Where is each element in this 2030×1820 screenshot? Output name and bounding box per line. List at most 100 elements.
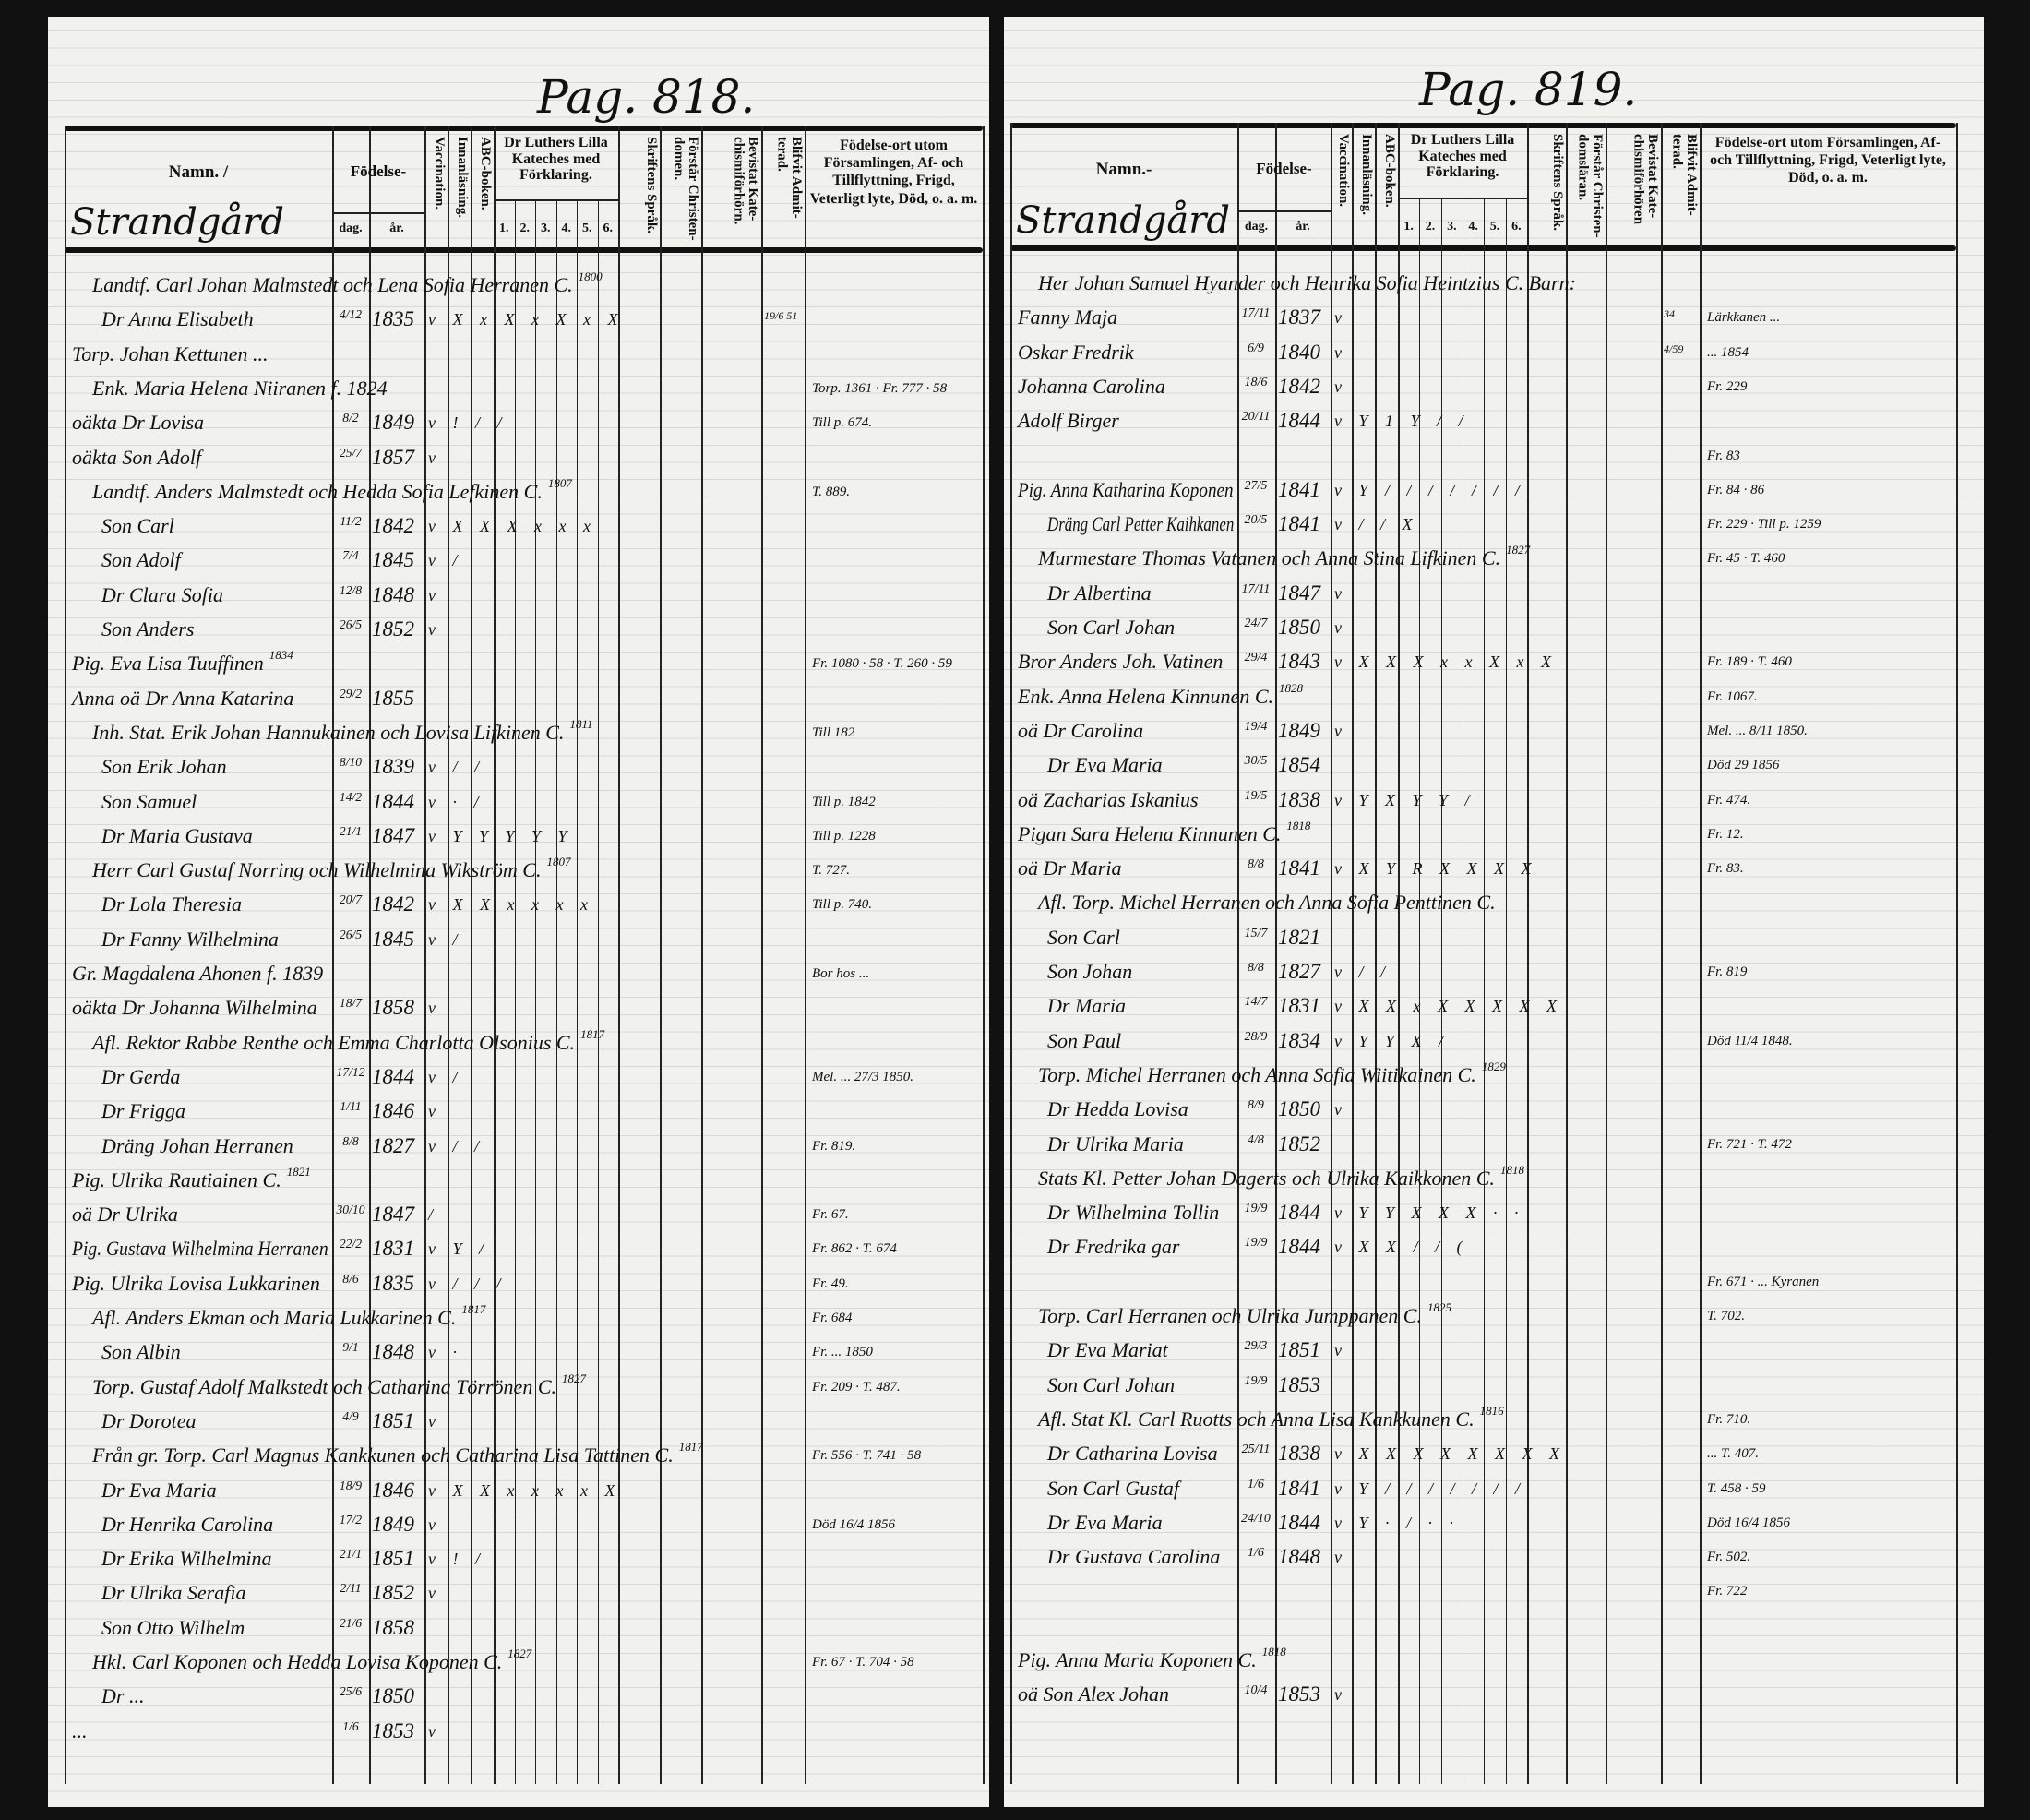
header-admitted: Blifvit Admit-terad.: [774, 137, 803, 219]
birth-year: 1841: [1278, 477, 1320, 501]
header-birth: Födelse-: [1256, 160, 1312, 177]
catechism-marks: v: [428, 1411, 442, 1431]
person-name: Dr Albertina: [1047, 581, 1152, 605]
birth-year: 1852: [1278, 1132, 1320, 1155]
remark: Fr. 819.: [812, 1138, 856, 1154]
household-year: 1817: [461, 1302, 486, 1316]
birth-day: 22/2: [339, 1238, 363, 1252]
birth-day: 7/4: [342, 549, 359, 564]
household-heading: Landtf. Anders Malmstedt och Hedda Sofia…: [92, 476, 572, 504]
header-remarks: Födelse-ort utom Församlingen, Af- och T…: [809, 138, 978, 207]
person-name: Dr Anna Elisabeth: [102, 307, 254, 331]
remark: Till p. 1842: [812, 794, 876, 809]
catechism-column-rule: [1440, 198, 1442, 1784]
catechism-column-rule: [577, 199, 578, 1784]
birth-year: 1844: [372, 789, 414, 813]
register-row: Dr Eva Maria 30/5 1854 Död 29 1856: [1004, 749, 1984, 784]
catechism-marks: v: [1334, 1548, 1348, 1567]
person-name: Dr Fredrika gar: [1047, 1235, 1180, 1259]
person-name: Dr Ulrika Serafia: [102, 1581, 246, 1605]
birth-day: 20/11: [1241, 410, 1271, 425]
header-admitted: Blifvit Admit-terad.: [1669, 134, 1698, 216]
header-catechism: Dr Luthers Lilla Kateches med Förklaring…: [504, 135, 608, 184]
birth-day: 8/8: [342, 1134, 359, 1149]
birth-day: 26/5: [339, 928, 363, 942]
household-year: 1817: [678, 1440, 703, 1455]
register-row: Dr Clara Sofia 12/8 1848 v: [48, 580, 989, 614]
household-heading: Landtf. Carl Johan Malmstedt och Lena So…: [92, 269, 603, 297]
register-row: oäkta Dr Lovisa 8/2 1849 v ! / / Till p. 674…: [48, 407, 989, 441]
person-name: Dr Ulrika Maria: [1047, 1132, 1184, 1155]
birth-day: 15/7: [1244, 926, 1268, 940]
birth-day: 14/2: [339, 790, 363, 805]
catechism-marks: v · /: [428, 792, 485, 811]
birth-year: 1827: [372, 1133, 414, 1157]
birth-year: 1853: [372, 1718, 414, 1742]
birth-subheader-rule: [332, 212, 424, 214]
register-row: Dr Eva Maria 24/10 1844 v Y · / · · Död 16/4…: [1004, 1507, 1984, 1541]
person-name: Afl. Torp. Michel Herranen och Anna Sofi…: [1038, 891, 1496, 915]
header-catechism-part: 4.: [1468, 220, 1478, 233]
household-heading: Stats Kl. Petter Johan Dagerts och Ulrik…: [1038, 1163, 1524, 1191]
household-heading: Her Johan Samuel Hyander och Henrika Sof…: [1038, 271, 1576, 295]
register-row: Dräng Johan Herranen 8/8 1827 v / / Fr. 819.: [48, 1131, 989, 1165]
person-name: Son Johan: [1047, 960, 1133, 983]
ledger-page-818: Pag. 818. Namn. / Födelse-dag. år. Vaccinati…: [48, 17, 989, 1807]
register-row: Dräng Carl Petter Kaihkanen 20/5 1841 v / /…: [1004, 509, 1984, 543]
person-name: Bror Anders Joh. Vatinen: [1018, 650, 1224, 674]
column-rule: [805, 126, 806, 1784]
column-rule: [369, 126, 371, 1784]
register-row: Her Johan Samuel Hyander och Henrika Sof…: [1004, 268, 1984, 302]
birth-day: 14/7: [1244, 995, 1268, 1010]
person-name: Johanna Carolina: [1018, 374, 1165, 398]
column-rule: [332, 126, 334, 1784]
register-row: Murmestare Thomas Vatanen och Anna Stina…: [1004, 543, 1984, 577]
remark: Fr. 189 · T. 460: [1707, 654, 1792, 670]
catechism-marks: v X X x X X X X X: [1334, 997, 1563, 1016]
household-year: 1827: [562, 1371, 586, 1385]
birth-year: 1844: [1278, 1235, 1320, 1259]
header-bottom-rule: [1010, 245, 1956, 251]
remark: Fr. 209 · T. 487.: [812, 1379, 901, 1395]
catechism-marks: v ! / /: [428, 413, 508, 433]
register-row: oä Dr Carolina 19/4 1849 v Mel. ... 8/11 185…: [1004, 715, 1984, 749]
admitted-date: 34: [1664, 307, 1675, 321]
header-scripture: Skriftens Språk.: [1550, 134, 1564, 232]
birth-year: 1843: [1278, 650, 1320, 674]
register-row: Enk. Maria Helena Niiranen f. 1824 Torp. …: [48, 373, 989, 407]
household-year: 1818: [1261, 1645, 1286, 1658]
register-row: Fr. 671 · ... Kyranen: [1004, 1266, 1984, 1300]
register-row: Dr Frigga 1/11 1846 v: [48, 1096, 989, 1130]
remark: Fr. 721 · T. 472: [1707, 1136, 1792, 1152]
birth-day: 19/9: [1244, 1236, 1268, 1251]
person-name: Torp. Gustaf Adolf Malkstedt och Cathari…: [92, 1374, 556, 1398]
birth-year: 1827: [1278, 960, 1320, 983]
person-name: Dr Clara Sofia: [102, 582, 224, 606]
person-name: Dr Hedda Lovisa: [1047, 1097, 1188, 1121]
person-name: Son Carl: [1047, 925, 1120, 949]
birth-year: 1847: [372, 823, 414, 847]
birth-year: 1858: [372, 996, 414, 1020]
register-row: [1004, 1610, 1984, 1645]
admitted-date: 19/6 51: [764, 309, 798, 323]
birth-year: 1831: [372, 1237, 414, 1261]
remark: Fr. 474.: [1707, 792, 1751, 808]
register-row: Dr Ulrika Maria 4/8 1852 Fr. 721 · T. 472: [1004, 1129, 1984, 1163]
catechism-marks: v Y / / / / / / /: [1334, 1479, 1527, 1498]
remark: Lärkkanen ...: [1707, 310, 1781, 326]
catechism-marks: v: [428, 585, 442, 605]
birth-day: 2/11: [340, 1582, 362, 1597]
register-row: Dr Dorotea 4/9 1851 v: [48, 1406, 989, 1440]
birth-day: 28/9: [1244, 1029, 1268, 1044]
ledger-page-819: Pag. 819. Namn.- Födelse-dag. år. Vaccinatio…: [1004, 17, 1984, 1807]
remark: Fr. 83: [1707, 448, 1740, 463]
register-row: Landtf. Anders Malmstedt och Hedda Sofia…: [48, 476, 989, 510]
register-row: Dr Catharina Lovisa 25/11 1838 v X X X X X …: [1004, 1438, 1984, 1472]
remark: Fr. 1080 · 58 · T. 260 · 59: [812, 656, 952, 672]
register-row: Dr Erika Wilhelmina 21/1 1851 v ! /: [48, 1543, 989, 1577]
birth-year: 1848: [372, 582, 414, 606]
birth-day: 4/12: [339, 308, 363, 323]
catechism-marks: v Y · / · ·: [1334, 1513, 1461, 1532]
remark: Fr. 45 · T. 460: [1707, 551, 1785, 567]
person-name: Pig. Anna Maria Koponen C.: [1018, 1648, 1257, 1671]
